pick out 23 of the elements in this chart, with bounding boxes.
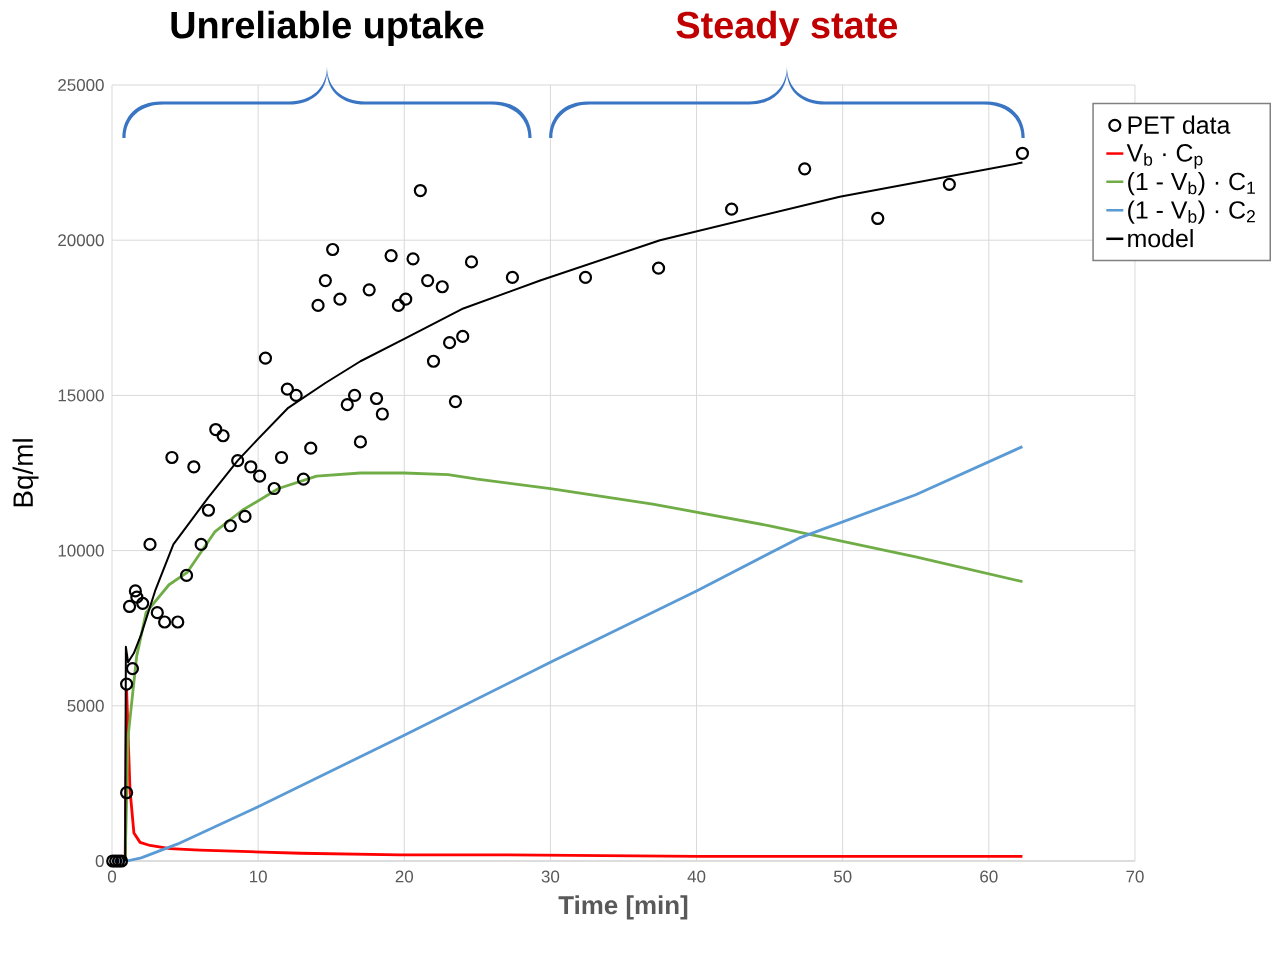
text: Unreliable uptake [171,10,484,46]
x-tick-label: 40 [687,870,706,883]
y-tick-label: 0 [95,855,104,867]
legend-label: (1 - V$_{b}$) · C$_{1}$ [1128,171,1255,196]
y-tick-label: 15000 [58,389,104,402]
x-tick-label: 30 [541,870,560,883]
x-tick-label: 10 [250,870,267,883]
legend-label: model [1128,229,1193,248]
x-tick-label: 50 [833,870,852,883]
x-tick-label: 70 [1126,870,1144,883]
y-tick-label: 25000 [58,78,104,91]
legend-label: (1 - V$_{b}$) · C$_{2}$ [1128,200,1255,224]
legend-label: PET data [1128,115,1231,134]
text: Steady state [676,10,898,46]
x-tick-label: 0 [107,870,117,883]
legend-label: V$_{b}$ · C$_{p}$ [1126,144,1203,169]
y-tick-label: 10000 [58,544,104,557]
x-tick-label: 20 [395,870,414,883]
y-tick-label: 20000 [58,234,104,247]
x-axis-title: Time [min] [558,895,688,920]
y-tick-label: 5000 [67,699,104,712]
y-axis-title: Bq/ml [12,439,39,507]
x-tick-label: 60 [980,870,998,883]
